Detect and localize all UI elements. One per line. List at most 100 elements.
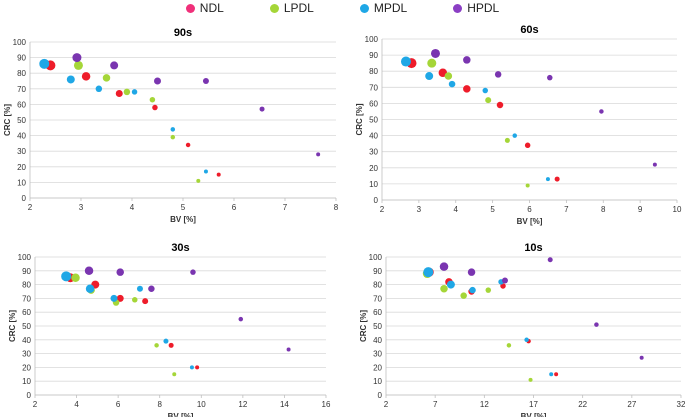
- y-tick-label: 0: [378, 391, 383, 400]
- data-point-lpdl: [525, 183, 530, 188]
- data-point-lpdl: [102, 74, 111, 82]
- y-tick-label: 10: [369, 180, 378, 189]
- x-tick-label: 2: [380, 205, 385, 214]
- data-point-mpdl: [163, 338, 169, 344]
- x-axis-label: BV [%]: [517, 217, 543, 226]
- x-tick-label: 5: [181, 203, 186, 212]
- y-axis-label: CRC [%]: [8, 310, 17, 342]
- legend-dot-icon: [185, 3, 195, 13]
- data-point-ndl: [500, 283, 506, 289]
- y-tick-label: 90: [373, 267, 382, 276]
- data-point-hpdl: [430, 48, 440, 58]
- y-tick-label: 50: [369, 116, 378, 125]
- y-tick-label: 40: [17, 132, 26, 141]
- legend-item-lpdl: LPDL: [269, 1, 314, 15]
- y-tick-label: 100: [369, 253, 383, 262]
- data-point-hpdl: [547, 74, 553, 81]
- y-tick-label: 0: [374, 196, 379, 205]
- x-tick-label: 10: [673, 205, 682, 214]
- data-point-mpdl: [545, 177, 550, 182]
- y-tick-label: 20: [373, 363, 382, 372]
- data-point-hpdl: [238, 316, 244, 322]
- y-tick-label: 40: [22, 336, 31, 345]
- y-tick-label: 80: [17, 69, 26, 78]
- x-tick-label: 12: [238, 400, 247, 409]
- data-point-lpdl: [196, 178, 201, 183]
- data-point-hpdl: [110, 61, 119, 70]
- y-tick-label: 50: [22, 322, 31, 331]
- data-point-lpdl: [444, 72, 453, 80]
- data-point-mpdl: [61, 271, 72, 282]
- x-tick-label: 8: [334, 203, 339, 212]
- legend-label: MPDL: [373, 1, 408, 15]
- y-tick-label: 10: [17, 178, 26, 187]
- data-point-mpdl: [131, 89, 138, 95]
- y-tick-label: 60: [22, 308, 31, 317]
- data-point-hpdl: [463, 56, 471, 64]
- data-point-hpdl: [547, 257, 553, 263]
- x-tick-label: 9: [638, 205, 643, 214]
- x-tick-label: 7: [283, 203, 288, 212]
- data-point-mpdl: [482, 87, 488, 94]
- y-tick-label: 20: [22, 363, 31, 372]
- data-point-hpdl: [652, 162, 657, 167]
- data-point-ndl: [554, 176, 560, 182]
- data-point-mpdl: [423, 267, 434, 278]
- legend-dot-icon: [269, 3, 279, 13]
- data-point-lpdl: [460, 292, 467, 299]
- data-point-ndl: [216, 172, 221, 177]
- scatter-90s: 90s 0 10 20 30 40 50 60 70 80 90 100 2 3 4 5 6 7 8 BV [%] CR…: [3, 27, 339, 224]
- y-tick-label: 60: [369, 99, 378, 108]
- y-tick-label: 10: [22, 377, 31, 386]
- data-point-hpdl: [501, 277, 508, 284]
- x-tick-label: 2: [33, 400, 38, 409]
- y-tick-label: 50: [17, 116, 26, 125]
- data-point-mpdl: [39, 58, 50, 69]
- x-tick-label: 8: [157, 400, 162, 409]
- y-tick-label: 60: [17, 100, 26, 109]
- data-point-ndl: [496, 101, 504, 109]
- chart-title: 10s: [524, 242, 542, 254]
- y-tick-label: 40: [373, 336, 382, 345]
- y-tick-label: 30: [369, 148, 378, 157]
- x-tick-label: 6: [527, 205, 532, 214]
- data-point-ndl: [554, 372, 559, 377]
- x-tick-label: 6: [232, 203, 237, 212]
- y-tick-label: 80: [373, 281, 382, 290]
- x-axis-label: BV [%]: [521, 412, 547, 417]
- chart-title: 30s: [171, 242, 189, 254]
- y-tick-label: 60: [373, 308, 382, 317]
- data-point-mpdl: [400, 56, 411, 67]
- data-point-ndl: [463, 85, 471, 93]
- y-tick-label: 100: [13, 38, 27, 47]
- legend-label: NDL: [199, 1, 224, 15]
- y-tick-label: 10: [373, 377, 382, 386]
- data-point-ndl: [168, 342, 174, 348]
- data-point-hpdl: [316, 152, 321, 157]
- data-point-lpdl: [485, 97, 492, 104]
- data-point-lpdl: [154, 343, 159, 348]
- y-tick-label: 40: [369, 132, 378, 141]
- data-point-hpdl: [639, 355, 644, 360]
- y-tick-label: 0: [22, 194, 27, 203]
- data-point-ndl: [142, 298, 149, 305]
- data-point-hpdl: [594, 322, 599, 327]
- y-tick-label: 20: [17, 163, 26, 172]
- legend-label: LPDL: [283, 1, 314, 15]
- legend-item-mpdl: MPDL: [359, 1, 408, 15]
- data-point-lpdl: [149, 96, 156, 103]
- y-tick-label: 90: [22, 267, 31, 276]
- x-tick-label: 2: [384, 400, 389, 409]
- legend-dot-icon: [359, 3, 369, 13]
- data-point-ndl: [115, 89, 123, 97]
- chart-legend: NDL LPDL MPDL HPDL: [0, 0, 685, 16]
- data-point-lpdl: [440, 284, 448, 293]
- data-point-mpdl: [512, 133, 517, 138]
- data-point-lpdl: [170, 134, 176, 140]
- data-point-lpdl: [504, 137, 510, 143]
- x-tick-label: 32: [677, 400, 685, 409]
- x-tick-label: 3: [417, 205, 422, 214]
- x-tick-label: 6: [116, 400, 121, 409]
- y-tick-label: 70: [17, 85, 26, 94]
- data-point-lpdl: [427, 58, 437, 68]
